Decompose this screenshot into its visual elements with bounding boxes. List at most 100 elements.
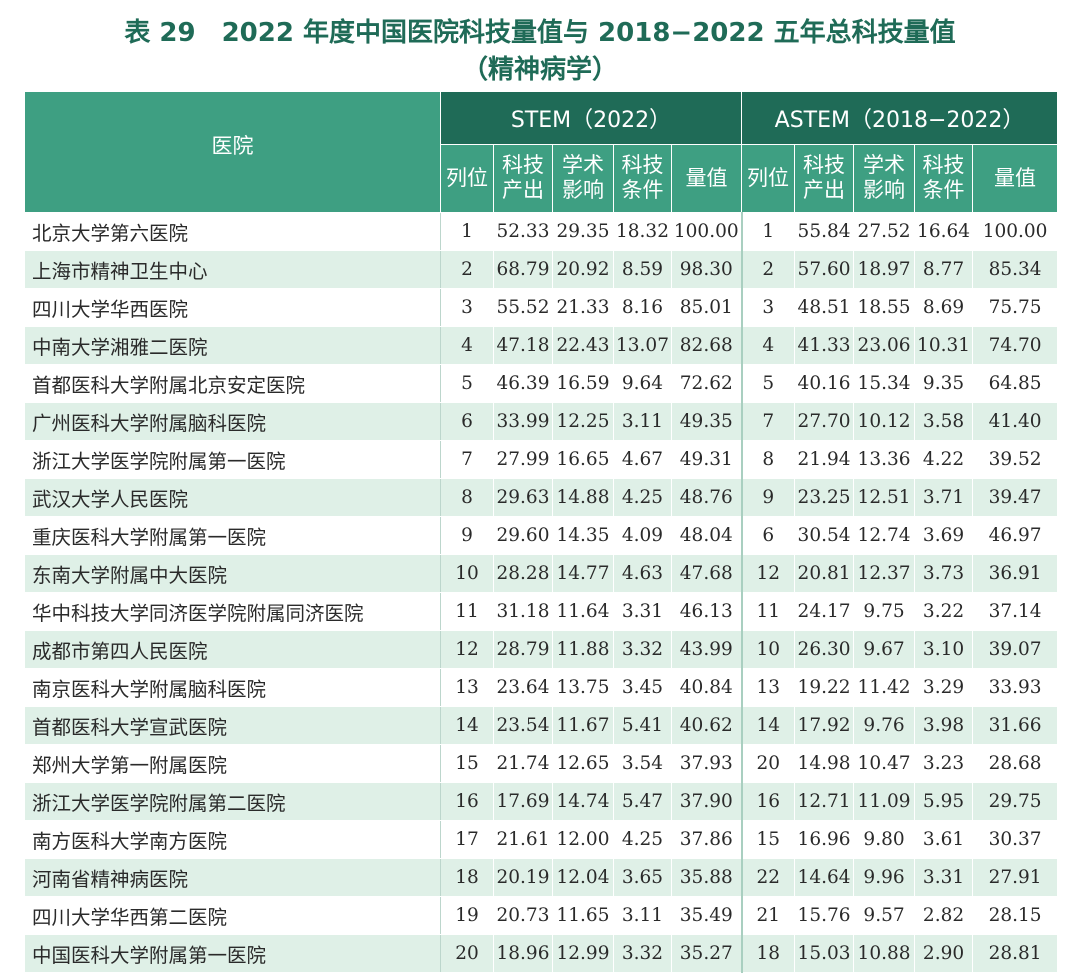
table-row: 东南大学附属中大医院 10 28.28 14.77 4.63 47.68 12 20.81 12…: [24, 554, 1059, 593]
stem-output-cell: 31.18: [493, 592, 553, 631]
hospital-name: 南方医科大学南方医院: [24, 820, 441, 859]
stem-value-cell: 43.99: [670, 630, 743, 669]
hospital-name: 四川大学华西第二医院: [24, 896, 441, 935]
stem-value-cell: 37.86: [670, 820, 743, 859]
stem-value-cell: 100.00: [670, 212, 743, 251]
astem-condition-cell: 3.29: [914, 668, 974, 707]
stem-rank-cell: 4: [440, 326, 494, 365]
stem-condition-cell: 13.07: [613, 326, 672, 365]
astem-impact-cell: 9.80: [853, 820, 916, 859]
stem-rank-cell: 14: [440, 706, 494, 745]
stem-output-cell: 47.18: [493, 326, 553, 365]
astem-condition-cell: 5.95: [914, 782, 974, 821]
stem-condition-cell: 3.31: [613, 592, 672, 631]
astem-rank-cell: 22: [740, 858, 796, 897]
stem-value-cell: 49.31: [670, 440, 743, 479]
astem-condition-cell: 3.71: [914, 478, 974, 517]
hospital-name: 首都医科大学宣武医院: [24, 706, 441, 745]
astem-condition-cell: 8.69: [914, 288, 974, 327]
astem-group-header: ASTEM（2018−2022）: [741, 91, 1059, 145]
astem-value-cell: 36.91: [972, 554, 1059, 593]
hospital-name: 浙江大学医学院附属第二医院: [24, 782, 441, 821]
stem-condition-cell: 4.25: [613, 478, 672, 517]
astem-value-cell: 75.75: [972, 288, 1059, 327]
astem-rank-cell: 8: [740, 440, 796, 479]
astem-impact-cell: 12.37: [853, 554, 916, 593]
astem-output-cell: 24.17: [794, 592, 855, 631]
astem-value-cell: 33.93: [972, 668, 1059, 707]
astem-value-cell: 39.47: [972, 478, 1059, 517]
astem-impact-cell: 9.75: [853, 592, 916, 631]
hospital-name: 上海市精神卫生中心: [24, 250, 441, 289]
stem-condition-cell: 3.11: [613, 402, 672, 441]
astem-impact-cell: 15.34: [853, 364, 916, 403]
stem-impact-cell: 12.99: [552, 934, 614, 973]
table-row: 武汉大学人民医院 8 29.63 14.88 4.25 48.76 9 23.25 12.51 3…: [24, 478, 1059, 517]
astem-value-cell: 100.00: [972, 212, 1059, 251]
astem-rank-cell: 13: [740, 668, 796, 707]
stem-impact-cell: 12.65: [552, 744, 614, 783]
astem-value-cell: 37.14: [972, 592, 1059, 631]
astem-rank-cell: 20: [740, 744, 796, 783]
stem-rank-cell: 1: [440, 212, 494, 251]
stem-impact-cell: 11.88: [552, 630, 614, 669]
astem-rank-cell: 18: [740, 934, 796, 973]
stem-impact-cell: 14.77: [552, 554, 614, 593]
astem-output-cell: 17.92: [794, 706, 855, 745]
astem-rank-cell: 6: [740, 516, 796, 555]
stem-value-cell: 72.62: [670, 364, 743, 403]
astem-condition-cell: 3.73: [914, 554, 974, 593]
astem-impact-cell: 10.88: [853, 934, 916, 973]
astem-impact-cell: 10.12: [853, 402, 916, 441]
astem-output-cell: 15.76: [794, 896, 855, 935]
stem-condition-cell: 4.67: [613, 440, 672, 479]
hospital-name: 成都市第四人民医院: [24, 630, 441, 669]
stem-impact-cell: 12.04: [552, 858, 614, 897]
stem-impact-cell: 16.65: [552, 440, 614, 479]
astem-condition-cell: 3.31: [914, 858, 974, 897]
astem-rank-cell: 3: [740, 288, 796, 327]
astem-condition-cell: 3.98: [914, 706, 974, 745]
astem-value-cell: 39.52: [972, 440, 1059, 479]
table-row: 四川大学华西第二医院 19 20.73 11.65 3.11 35.49 21 15.76 9.…: [24, 896, 1059, 935]
astem-impact-cell: 23.06: [853, 326, 916, 365]
table-row: 浙江大学医学院附属第二医院 16 17.69 14.74 5.47 37.90 16 12.7…: [24, 782, 1059, 821]
stem-condition-cell: 3.32: [613, 630, 672, 669]
table-row: 河南省精神病医院 18 20.19 12.04 3.65 35.88 22 14.64 9.96…: [24, 858, 1059, 897]
astem-impact-cell: 18.97: [853, 250, 916, 289]
stem-rank-cell: 20: [440, 934, 494, 973]
table-row: 中国医科大学附属第一医院 20 18.96 12.99 3.32 35.27 18 15.03…: [24, 934, 1059, 973]
astem-condition-cell: 3.58: [914, 402, 974, 441]
astem-impact-cell: 12.74: [853, 516, 916, 555]
table-row: 北京大学第六医院 1 52.33 29.35 18.32 100.00 1 55.84 27.5…: [24, 212, 1059, 251]
stem-value-cell: 35.88: [670, 858, 743, 897]
stem-rank-cell: 6: [440, 402, 494, 441]
hospital-name: 南京医科大学附属脑科医院: [24, 668, 441, 707]
stem-value-cell: 40.62: [670, 706, 743, 745]
ranking-table: 医院 STEM（2022） ASTEM（2018−2022） 列位 科技 产出 学术…: [24, 91, 1059, 973]
stem-output-cell: 20.19: [493, 858, 553, 897]
astem-rank-cell: 1: [740, 212, 796, 251]
astem-impact-cell: 13.36: [853, 440, 916, 479]
hospital-name: 广州医科大学附属脑科医院: [24, 402, 441, 441]
stem-output-cell: 29.63: [493, 478, 553, 517]
astem-condition-cell: 2.82: [914, 896, 974, 935]
stem-condition-cell: 3.65: [613, 858, 672, 897]
astem-value-cell: 28.81: [972, 934, 1059, 973]
stem-rank-cell: 2: [440, 250, 494, 289]
hospital-name: 郑州大学第一附属医院: [24, 744, 441, 783]
table-row: 华中科技大学同济医学院附属同济医院 11 31.18 11.64 3.31 46.13 11…: [24, 592, 1059, 631]
astem-impact-cell: 9.76: [853, 706, 916, 745]
astem-condition-cell: 8.77: [914, 250, 974, 289]
stem-impact-cell: 20.92: [552, 250, 614, 289]
stem-value-cell: 35.27: [670, 934, 743, 973]
stem-impact-cell: 16.59: [552, 364, 614, 403]
astem-output-cell: 14.98: [794, 744, 855, 783]
stem-condition-cell: 5.47: [613, 782, 672, 821]
astem-rank-cell: 10: [740, 630, 796, 669]
stem-value-cell: 48.04: [670, 516, 743, 555]
stem-condition-cell: 8.59: [613, 250, 672, 289]
stem-condition-cell: 3.11: [613, 896, 672, 935]
table-row: 南京医科大学附属脑科医院 13 23.64 13.75 3.45 40.84 13 19.22…: [24, 668, 1059, 707]
astem-impact-cell: 27.52: [853, 212, 916, 251]
